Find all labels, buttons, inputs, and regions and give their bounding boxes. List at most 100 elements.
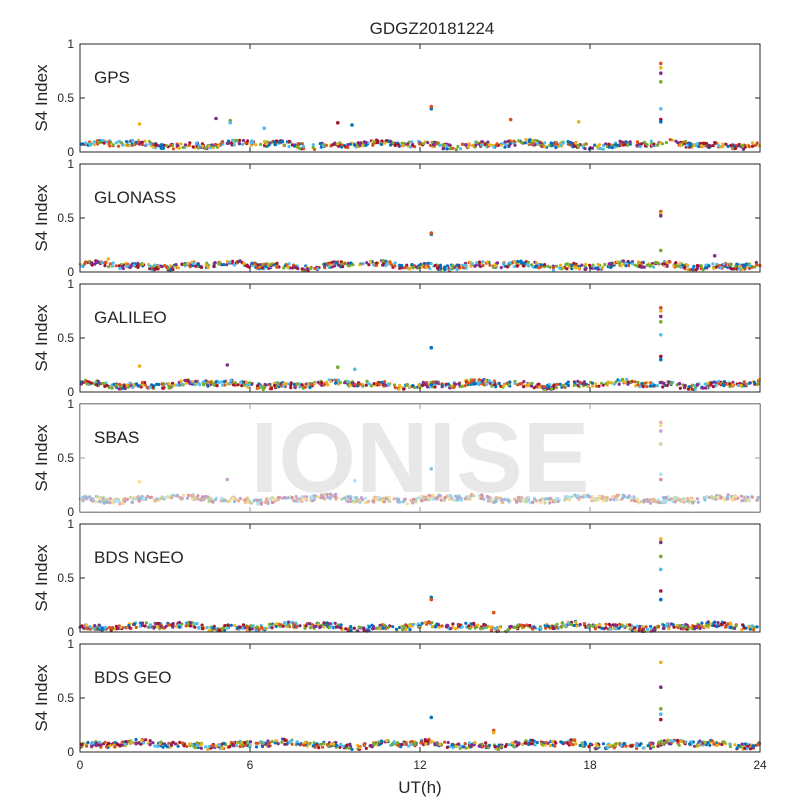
data-point [580, 741, 585, 746]
data-point [326, 262, 330, 266]
data-point [110, 626, 114, 630]
data-point [468, 260, 472, 264]
spike-point [429, 104, 434, 109]
data-point [147, 139, 152, 144]
data-point [384, 259, 388, 263]
data-point [610, 381, 614, 385]
data-point [450, 267, 454, 271]
data-point [467, 142, 471, 146]
data-point [220, 380, 224, 384]
data-point [214, 744, 218, 748]
data-point [352, 626, 356, 630]
data-point [667, 627, 671, 631]
data-point [389, 143, 393, 147]
data-point [308, 626, 313, 630]
data-point [638, 145, 642, 149]
data-point [111, 143, 115, 147]
data-point [717, 382, 721, 386]
data-point [755, 141, 759, 145]
data-point [267, 744, 271, 748]
data-point [128, 626, 132, 630]
data-point [612, 382, 616, 386]
data-point [534, 265, 538, 269]
data-point [445, 147, 449, 151]
data-point [743, 263, 748, 267]
data-point [665, 260, 669, 264]
data-point [678, 261, 683, 265]
data-point [284, 382, 289, 386]
data-point [561, 141, 565, 145]
data-point [480, 140, 484, 144]
data-point [711, 384, 715, 389]
data-point [361, 144, 365, 148]
data-point [253, 261, 257, 265]
data-point [513, 381, 517, 385]
data-point [621, 377, 625, 381]
data-point [489, 628, 493, 632]
data-point [419, 741, 423, 745]
data-point [685, 143, 689, 148]
data-point [184, 624, 188, 628]
data-point [488, 381, 492, 385]
data-point [188, 624, 193, 628]
data-point [609, 265, 613, 269]
data-point [329, 624, 333, 628]
data-point [747, 381, 751, 385]
data-point [748, 263, 752, 268]
data-point [240, 743, 244, 747]
data-point [437, 625, 441, 629]
data-point [503, 140, 507, 144]
data-point [494, 385, 498, 389]
data-point [334, 625, 338, 629]
data-point [98, 740, 102, 744]
data-point [171, 267, 175, 272]
data-point [521, 742, 525, 747]
data-point [555, 625, 559, 630]
data-point [559, 263, 563, 267]
data-point [619, 744, 623, 748]
data-point [473, 740, 477, 745]
x-tick-label: 12 [413, 758, 427, 772]
data-point [148, 142, 152, 146]
data-point [181, 145, 185, 150]
data-point [396, 744, 400, 748]
data-point [677, 743, 681, 747]
data-point [460, 142, 464, 146]
data-point [318, 142, 322, 146]
data-point [270, 626, 274, 630]
panel-label-overlay: SBAS [94, 428, 139, 447]
data-point [193, 625, 197, 629]
panel-label: GPS [94, 68, 130, 87]
data-point [259, 740, 263, 744]
data-point [393, 261, 397, 265]
data-point [635, 746, 639, 751]
data-point [714, 381, 718, 385]
data-point [617, 382, 621, 386]
spike-point [659, 589, 663, 593]
data-point [449, 627, 453, 631]
data-point [451, 622, 455, 626]
data-point [234, 138, 238, 142]
data-point [275, 139, 279, 143]
data-point [410, 739, 414, 744]
data-point [148, 264, 152, 268]
spike-point [659, 66, 663, 70]
data-point [616, 143, 620, 147]
data-point [748, 747, 753, 751]
data-point [619, 142, 623, 146]
data-point [311, 145, 315, 150]
y-axis-label: S4 Index [32, 64, 51, 132]
data-point [574, 620, 578, 624]
data-point [477, 381, 481, 385]
data-point [250, 139, 254, 143]
data-point [128, 144, 132, 148]
data-point [543, 144, 547, 149]
data-point [358, 382, 362, 386]
data-point [298, 743, 302, 747]
data-point [170, 623, 174, 627]
data-point [634, 384, 638, 388]
data-point [451, 263, 455, 268]
data-point [138, 621, 143, 625]
data-point [421, 380, 425, 384]
